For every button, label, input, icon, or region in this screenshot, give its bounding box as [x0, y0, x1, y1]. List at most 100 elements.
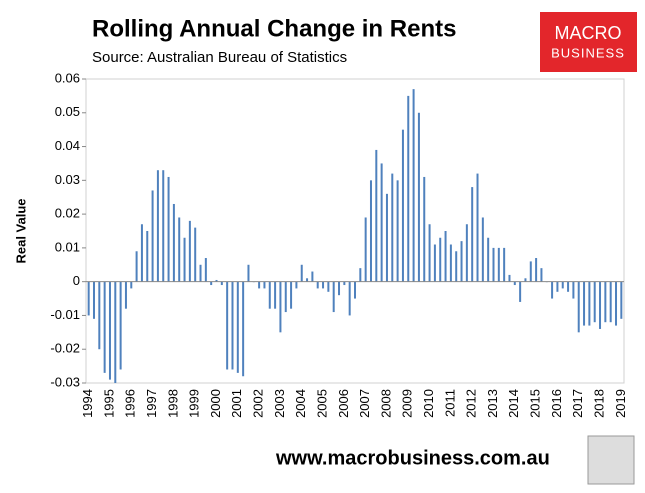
bar	[417, 112, 420, 282]
chart-subtitle: Source: Australian Bureau of Statistics	[92, 49, 347, 66]
x-tick-label: 2008	[378, 389, 393, 418]
bar	[396, 180, 399, 282]
logo-text: MACRO	[555, 23, 622, 43]
x-tick-label: 2009	[400, 389, 415, 418]
bar	[204, 258, 207, 282]
y-tick-label: 0.05	[55, 104, 80, 119]
x-tick-label: 2018	[591, 389, 606, 418]
bar	[556, 281, 559, 292]
x-tick-label: 2017	[570, 389, 585, 418]
bar	[615, 281, 618, 326]
x-tick-label: 1994	[80, 389, 95, 418]
y-tick-label: 0.03	[55, 172, 80, 187]
x-tick-label: 2004	[293, 389, 308, 418]
x-tick-label: 2013	[485, 389, 500, 418]
x-tick-label: 2003	[272, 389, 287, 418]
bar	[540, 268, 543, 282]
bar	[455, 251, 458, 282]
bar	[327, 281, 330, 292]
x-tick-label: 2010	[421, 389, 436, 418]
bar	[98, 281, 101, 350]
bar	[604, 281, 607, 323]
bar	[172, 203, 175, 282]
bar	[423, 176, 426, 282]
bar	[471, 187, 474, 282]
x-tick-label: 2012	[464, 389, 479, 418]
y-tick-label: 0	[73, 273, 80, 288]
bar	[263, 281, 266, 289]
bar	[210, 281, 213, 286]
bar	[226, 281, 229, 370]
bar	[130, 281, 133, 289]
x-tick-label: 2019	[613, 389, 628, 418]
bar	[572, 281, 575, 299]
y-tick-label: 0.02	[55, 206, 80, 221]
bar	[87, 281, 90, 316]
bar	[487, 237, 490, 282]
bar	[412, 89, 415, 282]
bar	[449, 244, 452, 282]
bar	[258, 281, 261, 289]
bar	[513, 281, 516, 286]
y-tick-label: 0.04	[55, 138, 80, 153]
bar	[322, 281, 325, 289]
x-tick-label: 2005	[314, 389, 329, 418]
bar	[140, 224, 143, 282]
x-tick-label: 1996	[123, 389, 138, 418]
bar	[620, 281, 623, 319]
bar	[481, 217, 484, 282]
bar	[391, 173, 394, 282]
bar	[338, 281, 341, 296]
bar	[124, 281, 127, 309]
bar	[247, 264, 250, 282]
y-axis-label: Real Value	[13, 198, 28, 263]
x-tick-label: 2007	[357, 389, 372, 418]
x-tick-label: 2016	[549, 389, 564, 418]
bar	[268, 281, 271, 309]
x-tick-label: 1997	[144, 389, 159, 418]
bar	[290, 281, 293, 309]
bar	[529, 261, 532, 282]
x-tick-label: 2000	[208, 389, 223, 418]
bar	[609, 281, 612, 323]
bar	[444, 231, 447, 282]
bar	[577, 281, 580, 333]
x-tick-label: 2011	[442, 389, 457, 417]
bar	[380, 163, 383, 282]
y-tick-label: 0.01	[55, 239, 80, 254]
bar	[108, 281, 111, 380]
bar	[274, 281, 277, 309]
bar	[465, 224, 468, 282]
bar	[311, 271, 314, 282]
bar	[300, 264, 303, 282]
bar	[348, 281, 351, 316]
bar	[146, 231, 149, 282]
bar	[476, 173, 479, 282]
bar	[428, 224, 431, 282]
bar	[295, 281, 298, 289]
bar	[354, 281, 356, 299]
bar	[306, 278, 309, 282]
bar	[599, 281, 602, 329]
bar	[332, 281, 335, 313]
x-tick-label: 2001	[229, 389, 244, 418]
footer: www.macrobusiness.com.au	[275, 447, 550, 469]
bar	[407, 95, 410, 282]
x-tick-label: 2006	[336, 389, 351, 418]
plot-area	[85, 78, 625, 384]
bar	[369, 180, 372, 282]
bar	[583, 281, 586, 326]
bar	[156, 170, 159, 282]
x-tick-label: 2015	[528, 389, 543, 418]
bar	[114, 281, 117, 383]
bar	[103, 281, 106, 373]
bar	[167, 176, 170, 282]
y-tick-label: -0.03	[50, 374, 80, 389]
bar	[593, 281, 596, 323]
bar	[359, 268, 362, 282]
bar	[492, 247, 495, 282]
bar	[433, 244, 436, 282]
bar	[215, 279, 218, 282]
bar	[231, 281, 234, 370]
